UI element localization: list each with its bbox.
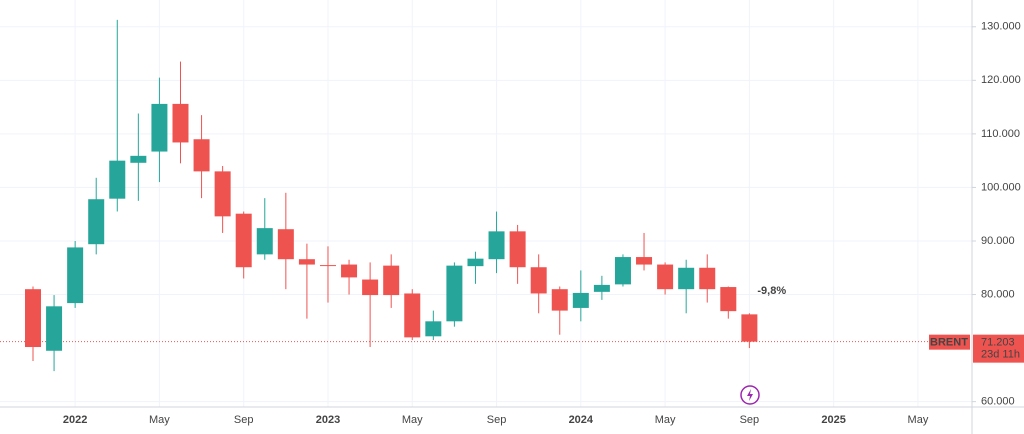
y-tick-label: 110.000 xyxy=(981,128,1020,140)
candle xyxy=(741,313,758,349)
x-tick-label: Sep xyxy=(740,414,760,426)
candle xyxy=(109,19,126,212)
candle xyxy=(720,286,737,319)
candle xyxy=(509,224,526,284)
candle-body xyxy=(699,267,716,290)
candle xyxy=(46,295,63,372)
symbol-badge xyxy=(929,334,970,350)
price-label: 71.203 xyxy=(981,337,1015,349)
candle xyxy=(614,254,631,287)
candle xyxy=(446,262,463,327)
candle-body xyxy=(383,265,400,296)
price-badge xyxy=(973,334,1024,363)
candle xyxy=(572,270,589,322)
candle xyxy=(172,61,189,164)
candle-body xyxy=(298,259,315,265)
x-tick-label: 2023 xyxy=(316,414,340,426)
candle xyxy=(193,115,210,199)
countdown-label: 23d 11h xyxy=(981,349,1020,361)
x-tick-label: May xyxy=(402,414,423,426)
candle-body xyxy=(488,231,505,260)
candle xyxy=(551,286,568,335)
candle xyxy=(235,211,252,279)
lightning-icon[interactable] xyxy=(740,385,760,405)
y-tick-label: 90.000 xyxy=(981,235,1015,247)
candle-body xyxy=(235,213,252,268)
candle-body xyxy=(319,265,336,267)
candle-body xyxy=(130,155,147,163)
candle-body xyxy=(46,306,63,351)
candle xyxy=(256,198,273,260)
candle xyxy=(593,275,610,300)
y-tick-label: 120.000 xyxy=(981,74,1021,86)
candle-body xyxy=(256,228,273,255)
candle-body xyxy=(678,267,695,290)
x-tick-label: 2024 xyxy=(569,414,594,426)
candle-body xyxy=(362,279,379,296)
candle xyxy=(341,259,358,295)
candle-body xyxy=(572,292,589,308)
candle xyxy=(25,286,41,361)
candle xyxy=(383,254,400,308)
candle-body xyxy=(88,199,105,245)
candle xyxy=(530,254,547,314)
x-tick-label: 2025 xyxy=(821,414,845,426)
candle xyxy=(425,310,442,341)
candle xyxy=(404,289,421,341)
candle-body xyxy=(593,284,610,292)
candle-body xyxy=(467,258,484,267)
candle-body xyxy=(614,257,631,285)
candle xyxy=(636,232,653,271)
candle xyxy=(214,166,231,233)
candle xyxy=(699,254,716,303)
candle xyxy=(67,240,84,308)
candle-body xyxy=(109,160,126,199)
change-annotation: -9,8% xyxy=(757,285,786,297)
candle xyxy=(362,262,379,348)
candle xyxy=(88,177,105,255)
candle-body xyxy=(446,265,463,322)
x-tick-label: 2022 xyxy=(63,414,87,426)
candle-body xyxy=(214,171,231,217)
candle-body xyxy=(404,293,421,338)
y-tick-label: 130.000 xyxy=(981,21,1021,33)
candle-body xyxy=(720,287,737,312)
candle xyxy=(678,259,695,314)
candle xyxy=(488,211,505,274)
candle-body xyxy=(425,321,442,337)
candle xyxy=(657,262,674,295)
candle xyxy=(319,246,336,303)
candle-body xyxy=(636,257,653,265)
symbol-label: BRENT xyxy=(930,337,968,349)
y-tick-label: 100.000 xyxy=(981,181,1021,193)
candle-body xyxy=(741,314,758,342)
candle-body xyxy=(551,289,568,311)
candle-body xyxy=(25,289,41,348)
x-tick-label: May xyxy=(908,414,929,426)
y-tick-label: 80.000 xyxy=(981,288,1015,300)
x-tick-label: Sep xyxy=(487,414,507,426)
candle-body xyxy=(509,231,526,268)
candle-body xyxy=(172,103,189,143)
candle xyxy=(298,243,315,319)
candle-body xyxy=(277,229,294,260)
candle xyxy=(277,192,294,290)
candle xyxy=(467,251,484,284)
y-tick-label: 60.000 xyxy=(981,396,1015,408)
candle-body xyxy=(67,247,84,304)
candle-body xyxy=(151,103,168,152)
candle xyxy=(130,113,147,201)
x-tick-label: May xyxy=(655,414,676,426)
candle-body xyxy=(193,139,210,172)
x-tick-label: May xyxy=(149,414,170,426)
candle xyxy=(151,77,168,183)
candle-body xyxy=(657,264,674,290)
x-tick-label: Sep xyxy=(234,414,254,426)
candle-body xyxy=(341,264,358,278)
candle-body xyxy=(530,267,547,294)
icon-bolt[interactable] xyxy=(747,389,753,401)
